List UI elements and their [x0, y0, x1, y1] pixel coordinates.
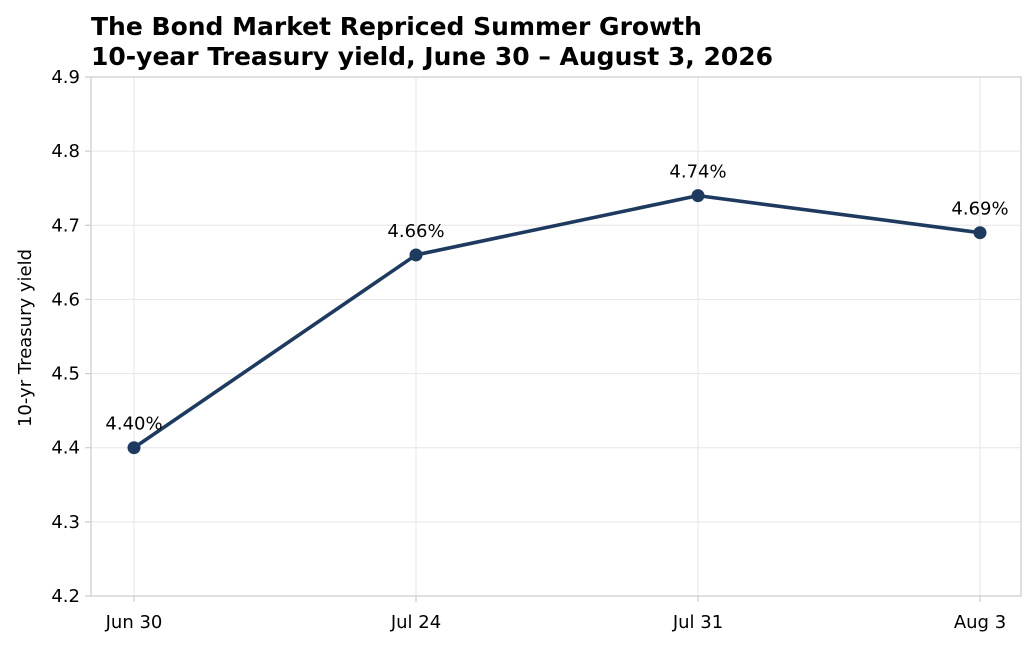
y-tick-label: 4.7 — [51, 215, 80, 236]
data-label: 4.66% — [387, 221, 444, 242]
x-tick-label: Aug 3 — [954, 612, 1006, 633]
axes-layer: 4.2 4.3 4.4 4.5 4.6 4.7 4.8 4.9 Jun 30 Jul 24 Jul … — [51, 67, 1022, 633]
grid-layer — [91, 76, 1021, 597]
series-line — [132, 193, 982, 450]
y-tick-label: 4.8 — [51, 141, 80, 162]
data-point — [409, 248, 423, 262]
x-tick-label: Jul 31 — [672, 612, 723, 633]
data-point — [973, 226, 987, 240]
y-tick-label: 4.5 — [51, 364, 80, 385]
chart-title: The Bond Market Repriced Summer Growth — [91, 12, 702, 41]
y-tick-label: 4.3 — [51, 512, 80, 533]
x-tick-label: Jul 24 — [390, 612, 441, 633]
y-tick-label: 4.4 — [51, 438, 80, 459]
data-label: 4.69% — [951, 199, 1008, 220]
series-layer — [127, 189, 987, 455]
data-point — [691, 189, 705, 203]
y-tick-label: 4.9 — [51, 67, 80, 88]
plot-frame — [90, 76, 1022, 597]
y-axis-label: 10-yr Treasury yield — [15, 249, 36, 427]
data-label: 4.74% — [669, 162, 726, 183]
chart-subtitle: 10-year Treasury yield, June 30 – August… — [91, 42, 773, 71]
labels-layer: 4.40% 4.66% 4.74% 4.69% — [105, 162, 1008, 435]
x-tick-label: Jun 30 — [105, 612, 163, 633]
y-tick-label: 4.6 — [51, 289, 80, 310]
data-label: 4.40% — [105, 414, 162, 435]
data-point — [127, 441, 141, 455]
y-tick-label: 4.2 — [51, 586, 80, 607]
